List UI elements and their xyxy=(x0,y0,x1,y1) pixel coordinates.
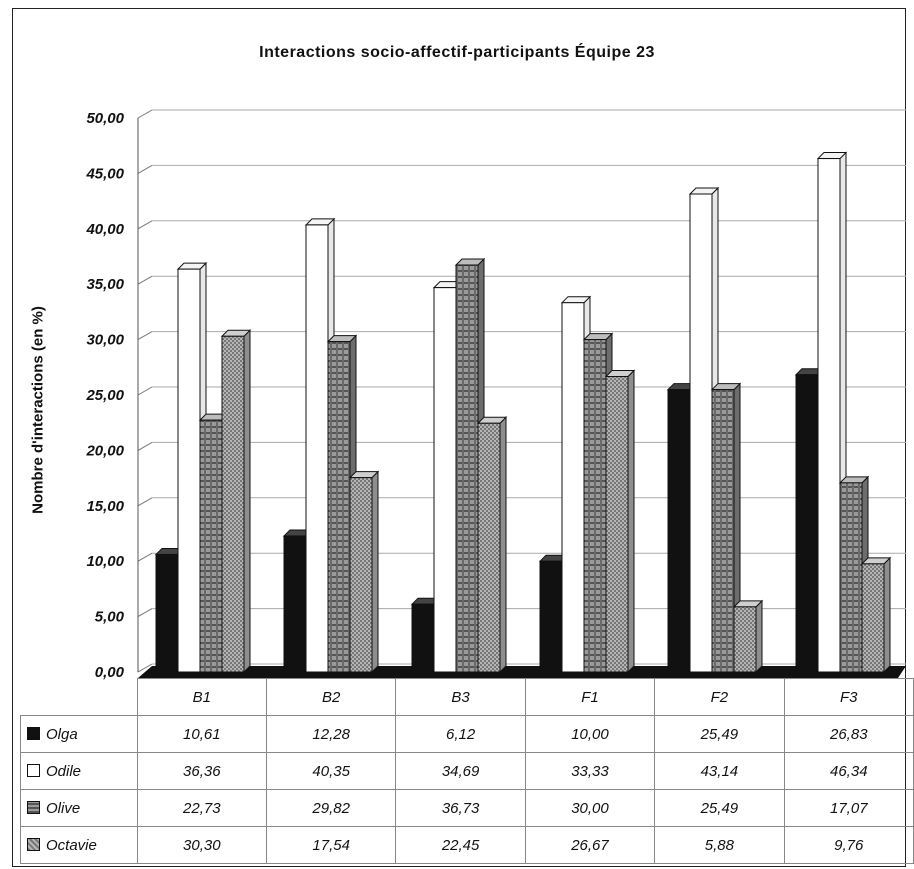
x-tick-label: B3 xyxy=(395,678,526,716)
series-name: Odile xyxy=(46,762,82,780)
y-tick-label: 5,00 xyxy=(95,609,125,626)
chart-floor xyxy=(138,666,906,678)
data-label: 22,73 xyxy=(137,789,268,827)
gridline-left xyxy=(137,386,153,396)
gridline-left xyxy=(137,608,153,618)
data-label: 6,12 xyxy=(395,715,526,753)
data-label: 10,61 xyxy=(137,715,268,753)
legend-entry: Octavie xyxy=(20,826,138,864)
data-label: 36,36 xyxy=(137,752,268,790)
legend-swatch xyxy=(27,837,40,851)
table-header-row: B1 B2 B3 F1 F2 F3 xyxy=(20,678,914,716)
gridline-left xyxy=(137,552,153,562)
data-label: 46,34 xyxy=(784,752,914,790)
x-tick-label: B1 xyxy=(137,678,268,716)
data-label: 43,14 xyxy=(654,752,785,790)
bar-octavie-b2 xyxy=(348,470,380,674)
data-label: 5,88 xyxy=(654,826,785,864)
gridline-left xyxy=(137,663,153,673)
y-tick-label: 15,00 xyxy=(86,498,124,515)
data-label: 30,30 xyxy=(137,826,268,864)
data-label: 10,00 xyxy=(525,715,656,753)
table-row: Octavie 30,30 17,54 22,45 26,67 5,88 9,76 xyxy=(20,826,914,864)
y-tick-label: 40,00 xyxy=(85,221,124,238)
bar-octavie-f2 xyxy=(732,599,764,674)
legend-entry: Odile xyxy=(20,752,138,790)
data-label: 29,82 xyxy=(266,789,397,827)
table-row: Odile 36,36 40,35 34,69 33,33 43,14 46,34 xyxy=(20,752,914,790)
bar-octavie-b1 xyxy=(220,329,252,674)
data-table: B1 B2 B3 F1 F2 F3 Olga 10,61 12,28 6,12 10,00 25,49… xyxy=(20,678,914,864)
x-tick-label: F2 xyxy=(654,678,785,716)
gridline-left xyxy=(137,441,153,451)
data-label: 25,49 xyxy=(654,715,785,753)
x-tick-label: B2 xyxy=(266,678,397,716)
data-label: 36,73 xyxy=(395,789,526,827)
series-name: Octavie xyxy=(46,836,97,854)
data-label: 22,45 xyxy=(395,826,526,864)
y-tick-label: 0,00 xyxy=(95,664,125,681)
y-tick-label: 25,00 xyxy=(85,387,124,404)
series-name: Olga xyxy=(46,725,78,743)
y-tick-label: 10,00 xyxy=(86,553,124,570)
gridline-left xyxy=(137,275,153,285)
gridline-left xyxy=(137,109,153,119)
legend-entry: Olive xyxy=(20,789,138,827)
data-label: 40,35 xyxy=(266,752,397,790)
data-label: 34,69 xyxy=(395,752,526,790)
data-label: 9,76 xyxy=(784,826,914,864)
legend-entry: Olga xyxy=(20,715,138,753)
data-label: 26,67 xyxy=(525,826,656,864)
data-label: 26,83 xyxy=(784,715,914,753)
bar-octavie-f1 xyxy=(604,369,636,674)
data-label: 17,07 xyxy=(784,789,914,827)
legend-swatch xyxy=(27,726,40,740)
gridline-left xyxy=(137,331,153,341)
y-tick-label: 35,00 xyxy=(86,276,124,293)
bar-octavie-b3 xyxy=(476,416,508,674)
x-tick-label: F3 xyxy=(784,678,914,716)
legend-swatch xyxy=(27,763,40,777)
data-label: 30,00 xyxy=(525,789,656,827)
data-label: 17,54 xyxy=(266,826,397,864)
data-label: 12,28 xyxy=(266,715,397,753)
table-row: Olive 22,73 29,82 36,73 30,00 25,49 17,07 xyxy=(20,789,914,827)
y-tick-label: 50,00 xyxy=(86,110,124,127)
table-row: Olga 10,61 12,28 6,12 10,00 25,49 26,83 xyxy=(20,715,914,753)
gridline-left xyxy=(137,497,153,507)
y-tick-label: 45,00 xyxy=(85,165,124,182)
bar-olive-f2 xyxy=(710,382,742,674)
legend-swatch xyxy=(27,800,40,814)
bar-octavie-f3 xyxy=(860,556,892,674)
gridline-left xyxy=(137,164,153,174)
table-corner xyxy=(20,678,138,716)
data-label: 25,49 xyxy=(654,789,785,827)
series-name: Olive xyxy=(46,799,81,817)
gridline-left xyxy=(137,220,153,230)
y-tick-label: 20,00 xyxy=(85,442,124,459)
y-tick-label: 30,00 xyxy=(86,332,124,349)
chart-title: Interactions socio-affectif-participants… xyxy=(259,44,655,61)
data-label: 33,33 xyxy=(525,752,656,790)
x-tick-label: F1 xyxy=(525,678,656,716)
